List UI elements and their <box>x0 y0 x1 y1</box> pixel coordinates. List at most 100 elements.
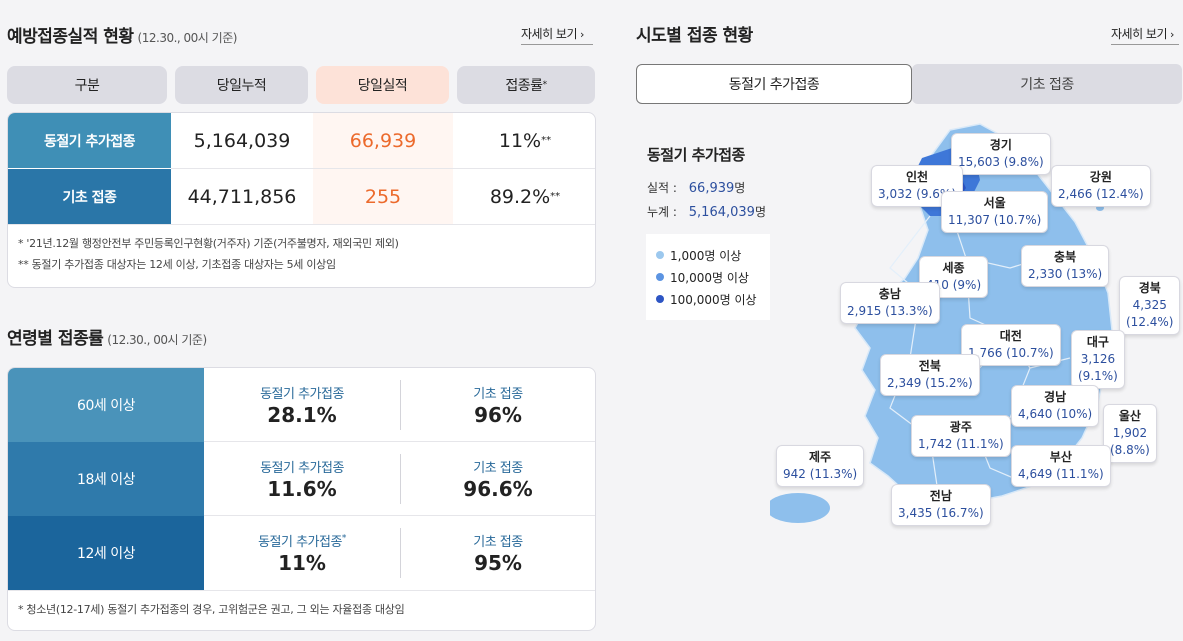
region-value: 410 (9%) <box>926 278 982 292</box>
basic-rate-value: 95% <box>474 551 522 575</box>
view-more-label: 자세히 보기 <box>1111 27 1168 41</box>
vaccination-status-title: 예방접종실적 현황 (12.30., 00시 기준) <box>7 22 237 47</box>
section-title-text: 시도별 접종 현황 <box>636 26 753 46</box>
booster-rate: 동절기 추가접종 28.1% <box>204 368 400 442</box>
header-rate: 접종률 * <box>457 66 595 104</box>
view-more-label: 자세히 보기 <box>521 27 578 41</box>
basic-rate-label: 기초 접종 <box>473 535 523 550</box>
stat-row-label: 기초 접종 <box>8 169 171 224</box>
column-separator <box>400 380 401 430</box>
region-name: 인천 <box>905 170 929 184</box>
stat-rate-sup: ** <box>550 191 561 202</box>
stat-rate: 11% ** <box>453 113 595 168</box>
header-daily: 당일실적 <box>316 66 449 104</box>
summary-unit: 명 <box>734 181 746 195</box>
region-seoul[interactable]: 서울 11,307 (10.7%) <box>941 191 1049 233</box>
region-value: 4,325 <box>1132 298 1167 312</box>
region-value: 2,915 (13.3%) <box>847 304 933 318</box>
region-ulsan[interactable]: 울산 1,902 (8.8%) <box>1103 404 1157 463</box>
notes-divider <box>8 224 595 225</box>
legend-label: 100,000명 이상 <box>670 292 757 307</box>
booster-rate-label-text: 동절기 추가접종 <box>260 461 344 476</box>
booster-rate-value: 11.6% <box>267 477 337 501</box>
region-value: 3,435 (16.7%) <box>898 506 984 520</box>
region-gyeonggi[interactable]: 경기 15,603 (9.8%) <box>951 133 1051 175</box>
region-name: 울산 <box>1118 409 1141 423</box>
view-more-link-left[interactable]: 자세히 보기 › <box>521 25 584 42</box>
stat-rate-value: 11% <box>498 129 542 152</box>
region-gyeongnam[interactable]: 경남 4,640 (10%) <box>1011 385 1100 427</box>
booster-rate-label: 동절기 추가접종 <box>260 457 344 476</box>
section-title-date: (12.30., 00시 기준) <box>107 333 207 347</box>
region-value: 3,126 <box>1080 352 1116 366</box>
section-title-text: 예방접종실적 현황 <box>7 27 134 47</box>
region-chungbuk[interactable]: 충북 2,330 (13%) <box>1021 245 1110 287</box>
header-cumulative-label: 당일누적 <box>216 78 267 94</box>
region-name: 충북 <box>1054 250 1077 264</box>
legend-item: 10,000명 이상 <box>656 266 770 288</box>
region-name: 강원 <box>1089 170 1112 184</box>
stat-cumulative: 44,711,856 <box>187 185 297 208</box>
row-divider <box>171 168 595 169</box>
region-value: 11,307 (10.7%) <box>948 213 1042 227</box>
tab-basic[interactable]: 기초 접종 <box>912 64 1182 104</box>
stat-rate-sup: ** <box>541 135 552 146</box>
section-title-text: 연령별 접종률 <box>7 329 104 349</box>
region-jeonnam[interactable]: 전남 3,435 (16.7%) <box>891 484 991 526</box>
tab-label: 동절기 추가접종 <box>728 77 820 93</box>
region-sejong[interactable]: 세종 410 (9%) <box>919 256 989 298</box>
summary-daily-label: 실적 : <box>647 181 677 195</box>
summary-total-value: 5,164,039 <box>688 205 755 220</box>
stat-rate: 89.2% ** <box>453 169 595 224</box>
basic-rate: 기초 접종 95% <box>400 516 595 590</box>
chevron-right-icon: › <box>1170 28 1174 41</box>
region-name: 충남 <box>878 287 901 301</box>
region-name: 부산 <box>1049 450 1072 464</box>
view-more-link-right[interactable]: 자세히 보기 › <box>1111 25 1174 42</box>
header-daily-label: 당일실적 <box>357 78 408 94</box>
region-daegu[interactable]: 대구 3,126 (9.1%) <box>1071 330 1125 389</box>
link-underline <box>1111 44 1179 45</box>
basic-rate: 기초 접종 96.6% <box>400 442 595 516</box>
age-row-label: 60세 이상 <box>8 368 204 442</box>
legend-dot-icon <box>656 295 664 303</box>
booster-rate-label: 동절기 추가접종* <box>258 531 346 550</box>
legend-label: 1,000명 이상 <box>670 248 742 263</box>
region-value-rate: (9.1%) <box>1078 369 1118 383</box>
region-name: 경북 <box>1138 281 1161 295</box>
region-chungnam[interactable]: 충남 2,915 (13.3%) <box>840 282 940 324</box>
row-divider <box>204 441 595 442</box>
summary-unit: 명 <box>754 205 766 219</box>
summary-total: 누계 : 5,164,039명 <box>647 203 766 220</box>
legend-dot-icon <box>656 273 664 281</box>
region-value: 4,640 (10%) <box>1018 407 1093 421</box>
legend-item: 100,000명 이상 <box>656 288 770 310</box>
summary-total-label: 누계 : <box>647 205 677 219</box>
link-underline <box>521 44 593 45</box>
region-busan[interactable]: 부산 4,649 (11.1%) <box>1011 445 1111 487</box>
booster-rate: 동절기 추가접종* 11% <box>204 516 400 590</box>
stat-row-basic: 기초 접종 44,711,856 255 89.2% ** <box>8 169 595 224</box>
region-jeonbuk[interactable]: 전북 2,349 (15.2%) <box>880 354 980 396</box>
age-row-label: 18세 이상 <box>8 442 204 516</box>
region-gangwon[interactable]: 강원 2,466 (12.4%) <box>1051 165 1151 207</box>
region-gyeongbuk[interactable]: 경북 4,325 (12.4%) <box>1119 276 1181 335</box>
booster-rate: 동절기 추가접종 11.6% <box>204 442 400 516</box>
legend-dot-icon <box>656 251 664 259</box>
age-row-60: 60세 이상 동절기 추가접종 28.1% 기초 접종 96% <box>8 368 595 442</box>
region-name: 대구 <box>1086 335 1109 349</box>
region-gwangju[interactable]: 광주 1,742 (11.1%) <box>911 415 1011 457</box>
region-value: 3,032 (9.6%) <box>878 187 957 201</box>
summary-title: 동절기 추가접종 <box>647 146 745 164</box>
age-rate-title: 연령별 접종률 (12.30., 00시 기준) <box>7 324 207 349</box>
age-row-18: 18세 이상 동절기 추가접종 11.6% 기초 접종 96.6% <box>8 442 595 516</box>
summary-daily-value: 66,939 <box>688 181 735 196</box>
tab-booster[interactable]: 동절기 추가접종 <box>636 64 912 104</box>
stat-row-booster: 동절기 추가접종 5,164,039 66,939 11% ** <box>8 113 595 168</box>
region-value: 2,466 (12.4%) <box>1058 187 1144 201</box>
region-name: 세종 <box>942 261 965 275</box>
stat-daily: 66,939 <box>313 113 453 168</box>
stat-row-label: 동절기 추가접종 <box>8 113 171 168</box>
header-cumulative: 당일누적 <box>175 66 308 104</box>
region-jeju[interactable]: 제주 942 (11.3%) <box>776 445 865 487</box>
